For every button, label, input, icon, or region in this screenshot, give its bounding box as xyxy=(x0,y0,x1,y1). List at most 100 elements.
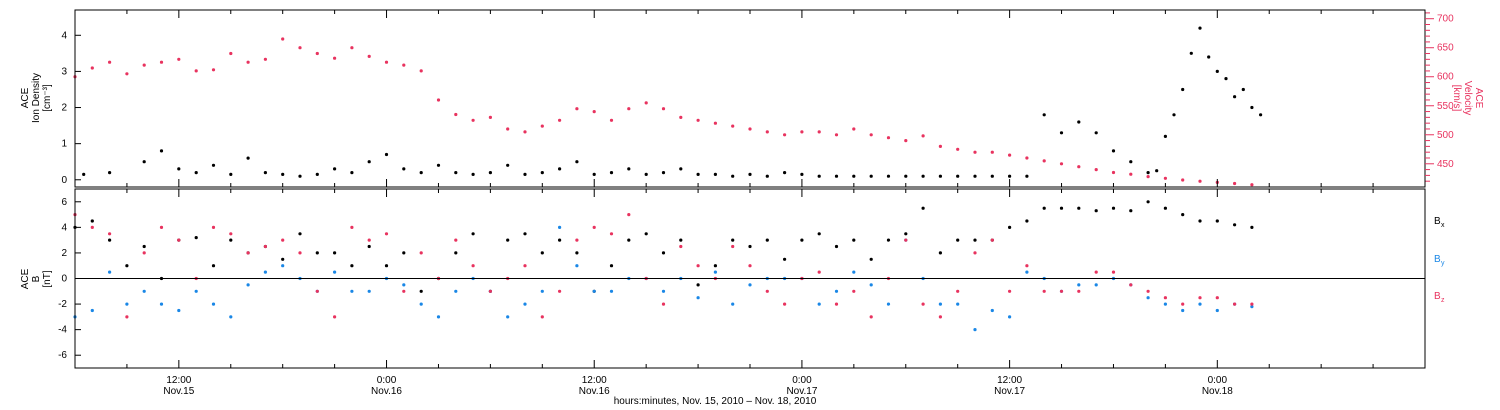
density-point xyxy=(990,174,994,178)
density-point xyxy=(817,174,821,178)
b-tick-label: -2 xyxy=(58,299,67,310)
b-tick-label: -4 xyxy=(58,325,67,336)
bz-point xyxy=(108,232,112,236)
velocity-point xyxy=(661,107,666,111)
density-point xyxy=(1198,26,1202,30)
velocity-point xyxy=(817,130,821,134)
velocity-point xyxy=(298,46,302,50)
velocity-point xyxy=(558,118,562,122)
density-point xyxy=(263,171,267,175)
bz-point xyxy=(834,302,839,306)
velocity-point xyxy=(1025,156,1029,160)
bx-point xyxy=(298,232,302,236)
by-point xyxy=(609,289,614,293)
b-tick-label: -6 xyxy=(58,350,67,361)
bz-point xyxy=(1215,296,1219,300)
velocity-point xyxy=(281,37,285,41)
bz-point xyxy=(921,302,925,306)
velocity-point xyxy=(142,63,146,67)
density-point xyxy=(644,172,648,176)
density-point xyxy=(558,167,562,171)
density-axis-label-line3: [cm⁻³] xyxy=(42,84,53,112)
density-point xyxy=(1172,113,1176,117)
density-point xyxy=(488,171,492,175)
density-point xyxy=(1189,51,1193,55)
density-point xyxy=(281,172,285,176)
bx-point xyxy=(1025,219,1029,223)
density-point xyxy=(1129,160,1133,164)
time-axis-label: hours:minutes, Nov. 15, 2010 – Nov. 18, … xyxy=(614,396,817,407)
by-point xyxy=(246,283,250,287)
density-point xyxy=(333,167,337,171)
bx-point xyxy=(125,264,129,268)
by-point xyxy=(211,302,216,306)
by-point xyxy=(506,315,510,319)
density-tick-label: 3 xyxy=(61,66,67,77)
bx-point xyxy=(765,238,769,242)
date-tick-label: Nov.16 xyxy=(579,386,610,397)
density-point xyxy=(921,174,925,178)
bx-point xyxy=(367,244,371,249)
by-point xyxy=(281,264,285,268)
velocity-point xyxy=(644,101,648,105)
bz-point xyxy=(1059,289,1064,293)
by-point xyxy=(869,283,873,287)
density-point xyxy=(609,171,614,175)
density-point xyxy=(1008,174,1012,178)
velocity-tick-label: 600 xyxy=(1437,72,1454,83)
by-point xyxy=(1094,283,1098,287)
velocity-point xyxy=(783,133,787,137)
by-point xyxy=(1163,302,1167,306)
velocity-point xyxy=(177,57,181,61)
density-point xyxy=(834,174,839,178)
velocity-point xyxy=(540,124,544,128)
bz-point xyxy=(592,225,596,229)
by-point xyxy=(852,270,856,274)
bx-point xyxy=(661,251,666,255)
density-point xyxy=(713,172,718,176)
bx-point xyxy=(523,232,527,236)
density-point xyxy=(298,174,302,178)
by-point xyxy=(108,270,112,274)
density-axis-label-line1: ACE xyxy=(20,87,31,108)
density-point xyxy=(454,171,458,175)
by-point xyxy=(886,302,891,306)
bx-point xyxy=(1181,213,1185,217)
density-point xyxy=(800,172,804,176)
velocity-point xyxy=(384,60,389,64)
velocity-point xyxy=(904,139,908,143)
density-point xyxy=(783,171,787,175)
bx-point xyxy=(783,257,787,261)
density-point xyxy=(1250,105,1254,110)
velocity-point xyxy=(731,124,735,128)
bz-point xyxy=(333,315,337,319)
density-point xyxy=(367,160,371,164)
by-point xyxy=(1025,270,1029,274)
bx-point xyxy=(402,251,406,255)
bz-point xyxy=(523,264,527,268)
bx-point xyxy=(973,238,977,242)
by-point xyxy=(575,264,579,268)
time-axis-ticks: 12:00Nov.150:00Nov.1612:00Nov.160:00Nov.… xyxy=(74,10,1426,397)
density-point xyxy=(575,160,579,164)
bz-point xyxy=(177,238,181,242)
bx-point xyxy=(1111,206,1116,210)
bx-point xyxy=(419,289,423,293)
bz-point xyxy=(904,238,908,242)
bx-point xyxy=(921,206,925,210)
bz-point xyxy=(956,289,960,293)
bz-point xyxy=(488,289,492,293)
velocity-point xyxy=(1198,179,1202,183)
velocity-point xyxy=(1250,183,1254,187)
density-axis-ticks: 0 1 2 3 4 xyxy=(61,30,81,186)
by-point xyxy=(523,302,527,306)
velocity-point xyxy=(488,115,492,119)
density-point xyxy=(1025,174,1029,178)
density-point xyxy=(194,171,198,175)
velocity-point xyxy=(523,130,527,134)
velocity-point xyxy=(454,112,458,117)
bx-point xyxy=(108,238,112,242)
by-point xyxy=(1146,296,1150,300)
density-point xyxy=(731,174,735,178)
by-point xyxy=(194,289,198,293)
